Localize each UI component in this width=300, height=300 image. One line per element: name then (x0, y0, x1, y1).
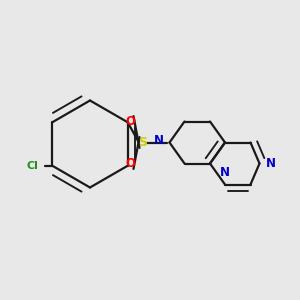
Text: Cl: Cl (27, 161, 39, 171)
Text: S: S (138, 136, 147, 149)
Text: N: N (266, 157, 276, 170)
Text: O: O (125, 115, 136, 128)
Text: N: N (220, 166, 230, 179)
Text: N: N (154, 134, 164, 148)
Text: O: O (125, 157, 136, 170)
